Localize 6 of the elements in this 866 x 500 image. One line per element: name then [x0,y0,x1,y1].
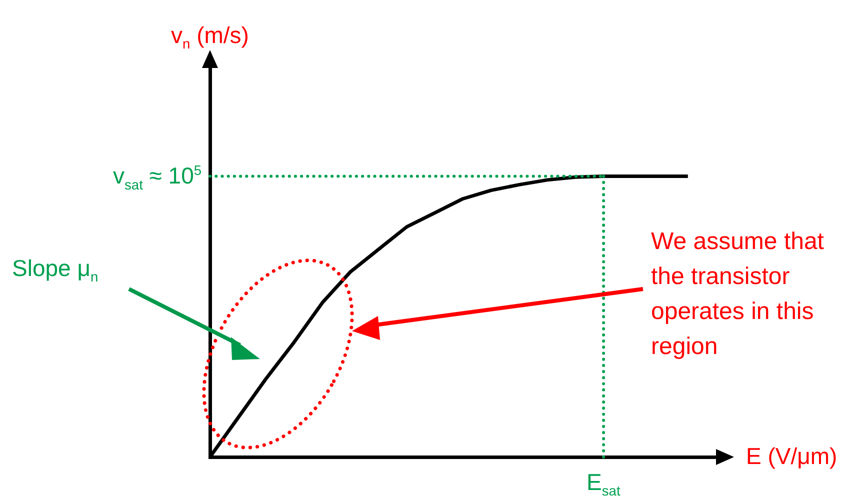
text: E$_{sat}$ [586,469,620,499]
text: Slope μ$_{n}$ [12,255,98,287]
annotation: We assume that the transistor operates in this region [651,227,825,362]
x-axis-title: E (V/μm) [746,443,838,469]
ref-line-label: v$_{sat}$ ≈ 10$^{5}$ [113,162,202,195]
text: v$_{n}$ (m/s) [171,22,249,54]
